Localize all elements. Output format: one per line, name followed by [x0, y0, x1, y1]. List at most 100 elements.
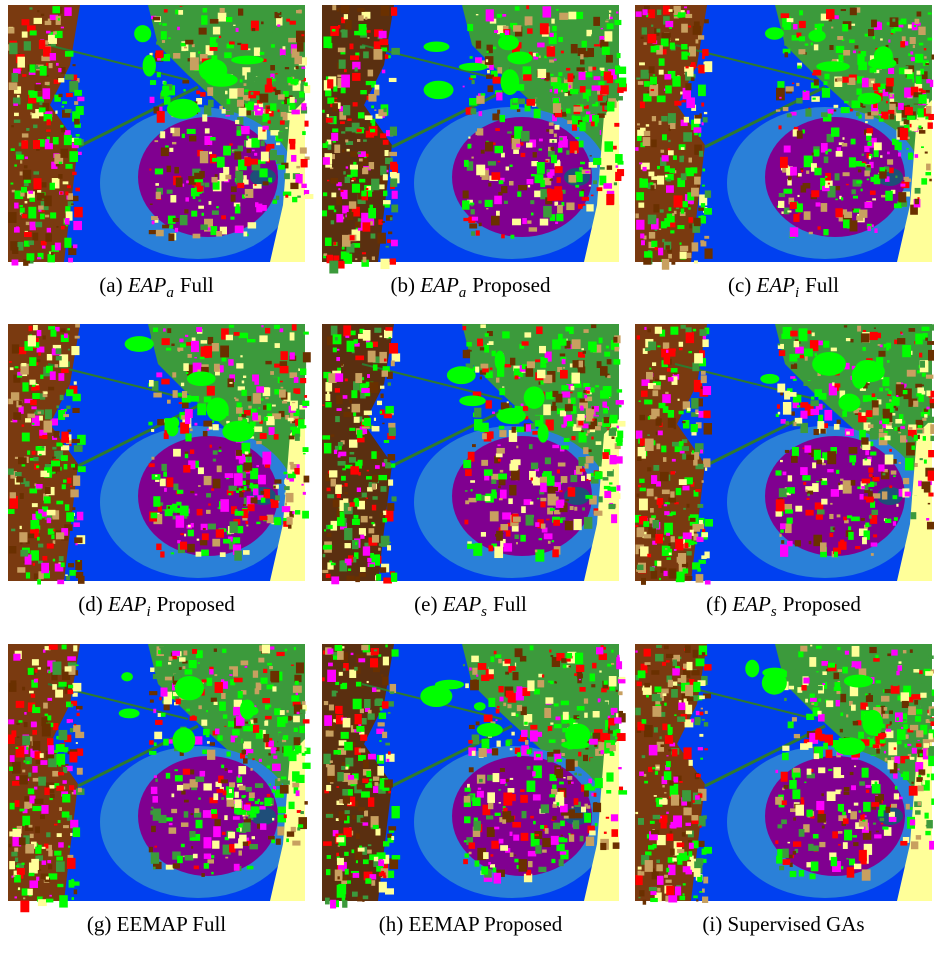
pixel-cluster [155, 720, 162, 725]
pixel-cluster [870, 191, 876, 195]
pixel-cluster [885, 191, 893, 201]
pixel-cluster [652, 390, 658, 396]
pixel-cluster [191, 813, 194, 815]
pixel-cluster [227, 99, 231, 104]
pixel-cluster [353, 339, 357, 343]
pixel-cluster [687, 504, 690, 508]
pixel-cluster [698, 85, 706, 97]
pixel-cluster [585, 171, 589, 173]
pixel-cluster [38, 667, 41, 669]
pixel-cluster [211, 809, 217, 814]
pixel-cluster [558, 462, 566, 466]
pixel-cluster [607, 23, 614, 29]
pixel-cluster [536, 326, 542, 334]
pixel-cluster [294, 728, 298, 732]
pixel-cluster [265, 85, 272, 93]
pixel-cluster [271, 77, 273, 78]
pixel-cluster [882, 377, 889, 386]
pixel-cluster [337, 494, 341, 498]
vegetation [868, 58, 897, 69]
pixel-cluster [547, 46, 556, 56]
pixel-cluster [26, 222, 29, 225]
pixel-cluster [36, 465, 39, 468]
pixel-cluster [900, 184, 905, 187]
pixel-cluster [335, 416, 340, 422]
pixel-cluster [191, 341, 199, 352]
pixel-cluster [659, 121, 662, 125]
pixel-cluster [211, 226, 218, 235]
pixel-cluster [265, 13, 273, 24]
pixel-cluster [294, 332, 300, 342]
pixel-cluster [242, 490, 245, 492]
pixel-cluster [61, 455, 68, 461]
pixel-cluster [28, 773, 31, 777]
classification-map [635, 5, 934, 270]
pixel-cluster [824, 81, 828, 85]
pixel-cluster [41, 210, 44, 212]
pixel-cluster [539, 346, 546, 353]
pixel-cluster [462, 326, 466, 330]
pixel-cluster [799, 10, 803, 15]
pixel-cluster [12, 344, 19, 353]
pixel-cluster [841, 197, 843, 200]
pixel-cluster [659, 578, 661, 580]
pixel-cluster [778, 201, 784, 208]
pixel-cluster [792, 447, 799, 456]
pixel-cluster [200, 771, 206, 777]
pixel-cluster [930, 403, 934, 408]
pixel-cluster [295, 681, 299, 685]
vegetation [524, 386, 545, 408]
pixel-cluster [685, 83, 691, 90]
pixel-cluster [636, 77, 640, 79]
pixel-cluster [849, 455, 856, 462]
pixel-cluster [580, 86, 586, 92]
pixel-cluster [161, 379, 169, 385]
pixel-cluster [77, 512, 83, 521]
pixel-cluster [644, 6, 650, 10]
pixel-cluster [25, 156, 28, 159]
pixel-cluster [280, 49, 286, 56]
pixel-cluster [198, 485, 201, 487]
pixel-cluster [153, 496, 160, 507]
pixel-cluster [683, 532, 692, 539]
pixel-cluster [650, 182, 653, 184]
pixel-cluster [669, 9, 673, 12]
pixel-cluster [470, 75, 476, 78]
pixel-cluster [235, 738, 242, 743]
pixel-cluster [340, 121, 345, 124]
pixel-cluster [55, 243, 61, 251]
pixel-cluster [661, 150, 665, 153]
pixel-cluster [19, 532, 27, 542]
pixel-cluster [531, 213, 534, 216]
pixel-cluster [491, 492, 497, 499]
pixel-cluster [590, 346, 596, 352]
pixel-cluster [252, 758, 254, 760]
pixel-cluster [553, 520, 560, 526]
pixel-cluster [600, 366, 608, 376]
pixel-cluster [359, 158, 363, 161]
pixel-cluster [338, 461, 346, 466]
pixel-cluster [291, 110, 299, 115]
vegetation [231, 56, 264, 65]
pixel-cluster [586, 30, 592, 36]
pixel-cluster [385, 462, 391, 468]
pixel-cluster [355, 67, 358, 71]
pixel-cluster [244, 83, 247, 86]
pixel-cluster [68, 685, 73, 689]
pixel-cluster [63, 414, 69, 417]
pixel-cluster [59, 895, 68, 907]
pixel-cluster [365, 115, 373, 120]
pixel-cluster [898, 432, 901, 433]
pixel-cluster [668, 497, 676, 502]
pixel-cluster [820, 542, 827, 551]
pixel-cluster [72, 881, 79, 885]
pixel-cluster [807, 494, 810, 496]
pixel-cluster [354, 31, 360, 35]
pixel-cluster [526, 515, 534, 526]
pixel-cluster [182, 403, 189, 409]
pixel-cluster [220, 8, 225, 13]
pixel-cluster [295, 510, 300, 514]
pixel-cluster [614, 182, 617, 185]
pixel-cluster [587, 48, 594, 57]
pixel-cluster [388, 382, 391, 385]
